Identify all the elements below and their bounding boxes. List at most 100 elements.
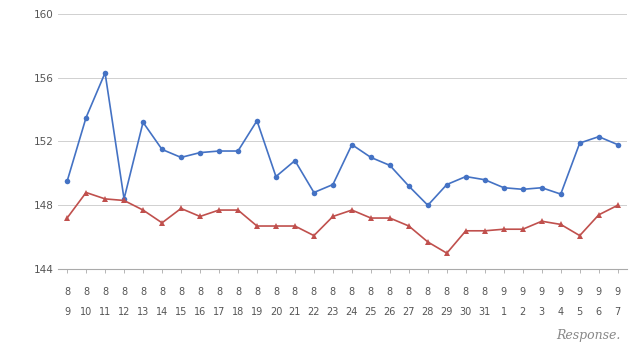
レギュラー看板価格（円/L） bbox=[367, 155, 375, 159]
レギュラー看板価格（円/L） bbox=[140, 120, 147, 125]
レギュラー実売価格（円/L） bbox=[140, 208, 147, 212]
Text: 31: 31 bbox=[479, 307, 491, 317]
レギュラー実売価格（円/L） bbox=[595, 213, 603, 217]
レギュラー看板価格（円/L） bbox=[576, 141, 584, 145]
レギュラー看板価格（円/L） bbox=[462, 175, 470, 179]
Text: 9: 9 bbox=[614, 287, 621, 297]
Text: 25: 25 bbox=[365, 307, 377, 317]
レギュラー看板価格（円/L） bbox=[291, 158, 299, 162]
レギュラー実売価格（円/L） bbox=[253, 224, 261, 228]
Text: 8: 8 bbox=[292, 287, 298, 297]
レギュラー実売価格（円/L） bbox=[120, 198, 128, 203]
Text: 8: 8 bbox=[311, 287, 317, 297]
レギュラー看板価格（円/L） bbox=[234, 149, 242, 153]
レギュラー看板価格（円/L） bbox=[538, 186, 545, 190]
レギュラー実売価格（円/L） bbox=[424, 240, 432, 244]
レギュラー看板価格（円/L） bbox=[500, 186, 508, 190]
Text: 9: 9 bbox=[596, 287, 602, 297]
Text: 11: 11 bbox=[99, 307, 111, 317]
Text: 8: 8 bbox=[83, 287, 89, 297]
Text: 8: 8 bbox=[178, 287, 184, 297]
レギュラー看板価格（円/L） bbox=[215, 149, 223, 153]
Text: 8: 8 bbox=[368, 287, 374, 297]
レギュラー実売価格（円/L） bbox=[291, 224, 299, 228]
レギュラー実売価格（円/L） bbox=[101, 197, 109, 201]
Text: 29: 29 bbox=[440, 307, 453, 317]
レギュラー看板価格（円/L） bbox=[595, 135, 603, 139]
Text: 19: 19 bbox=[251, 307, 263, 317]
Text: 7: 7 bbox=[614, 307, 621, 317]
レギュラー実売価格（円/L） bbox=[82, 190, 90, 195]
Text: 2: 2 bbox=[520, 307, 526, 317]
レギュラー実売価格（円/L） bbox=[272, 224, 280, 228]
レギュラー実売価格（円/L） bbox=[386, 216, 394, 220]
Text: 8: 8 bbox=[273, 287, 279, 297]
Text: 30: 30 bbox=[460, 307, 472, 317]
Text: 8: 8 bbox=[425, 287, 431, 297]
レギュラー実売価格（円/L） bbox=[443, 251, 451, 255]
レギュラー実売価格（円/L） bbox=[310, 234, 318, 238]
Text: 9: 9 bbox=[539, 287, 545, 297]
Line: レギュラー実売価格（円/L）: レギュラー実売価格（円/L） bbox=[64, 190, 621, 256]
レギュラー看板価格（円/L） bbox=[405, 184, 413, 188]
Text: 8: 8 bbox=[444, 287, 450, 297]
レギュラー看板価格（円/L） bbox=[63, 179, 71, 184]
レギュラー看板価格（円/L） bbox=[614, 142, 621, 147]
レギュラー看板価格（円/L） bbox=[519, 187, 527, 191]
Text: 8: 8 bbox=[482, 287, 488, 297]
レギュラー実売価格（円/L） bbox=[196, 214, 204, 218]
Text: 12: 12 bbox=[118, 307, 131, 317]
Text: 23: 23 bbox=[326, 307, 339, 317]
Text: 8: 8 bbox=[463, 287, 469, 297]
Line: レギュラー看板価格（円/L）: レギュラー看板価格（円/L） bbox=[64, 70, 621, 208]
Text: 10: 10 bbox=[80, 307, 92, 317]
Text: 8: 8 bbox=[235, 287, 241, 297]
Text: 15: 15 bbox=[175, 307, 188, 317]
Text: 8: 8 bbox=[349, 287, 355, 297]
レギュラー看板価格（円/L） bbox=[481, 178, 489, 182]
Text: 18: 18 bbox=[232, 307, 244, 317]
Text: 17: 17 bbox=[212, 307, 225, 317]
Text: 9: 9 bbox=[500, 287, 507, 297]
Text: 3: 3 bbox=[539, 307, 545, 317]
レギュラー実売価格（円/L） bbox=[557, 222, 564, 226]
レギュラー実売価格（円/L） bbox=[63, 216, 71, 220]
Text: 8: 8 bbox=[216, 287, 222, 297]
Text: 9: 9 bbox=[577, 287, 583, 297]
レギュラー看板価格（円/L） bbox=[177, 155, 185, 159]
レギュラー実売価格（円/L） bbox=[614, 203, 621, 207]
Text: 24: 24 bbox=[346, 307, 358, 317]
Text: 9: 9 bbox=[557, 287, 564, 297]
Text: 8: 8 bbox=[387, 287, 393, 297]
Text: 21: 21 bbox=[289, 307, 301, 317]
Text: 1: 1 bbox=[500, 307, 507, 317]
レギュラー看板価格（円/L） bbox=[82, 116, 90, 120]
レギュラー看板価格（円/L） bbox=[272, 175, 280, 179]
レギュラー看板価格（円/L） bbox=[443, 183, 451, 187]
Text: 8: 8 bbox=[140, 287, 146, 297]
レギュラー看板価格（円/L） bbox=[120, 197, 128, 201]
レギュラー実売価格（円/L） bbox=[234, 208, 242, 212]
Text: 9: 9 bbox=[64, 307, 70, 317]
Text: 8: 8 bbox=[197, 287, 203, 297]
レギュラー看板価格（円/L） bbox=[158, 147, 166, 151]
レギュラー看板価格（円/L） bbox=[348, 142, 356, 147]
レギュラー看板価格（円/L） bbox=[386, 163, 394, 167]
Text: 4: 4 bbox=[557, 307, 564, 317]
Text: 26: 26 bbox=[383, 307, 396, 317]
レギュラー実売価格（円/L） bbox=[158, 221, 166, 225]
レギュラー看板価格（円/L） bbox=[253, 119, 261, 123]
レギュラー看板価格（円/L） bbox=[557, 192, 564, 196]
レギュラー実売価格（円/L） bbox=[367, 216, 375, 220]
Text: 28: 28 bbox=[422, 307, 434, 317]
Text: 13: 13 bbox=[137, 307, 149, 317]
レギュラー看板価格（円/L） bbox=[329, 183, 337, 187]
Text: 20: 20 bbox=[269, 307, 282, 317]
Text: 9: 9 bbox=[520, 287, 526, 297]
Text: Response.: Response. bbox=[556, 328, 621, 342]
Text: 8: 8 bbox=[254, 287, 260, 297]
Text: 8: 8 bbox=[159, 287, 165, 297]
レギュラー看板価格（円/L） bbox=[101, 71, 109, 75]
Text: 8: 8 bbox=[64, 287, 70, 297]
レギュラー実売価格（円/L） bbox=[481, 229, 489, 233]
